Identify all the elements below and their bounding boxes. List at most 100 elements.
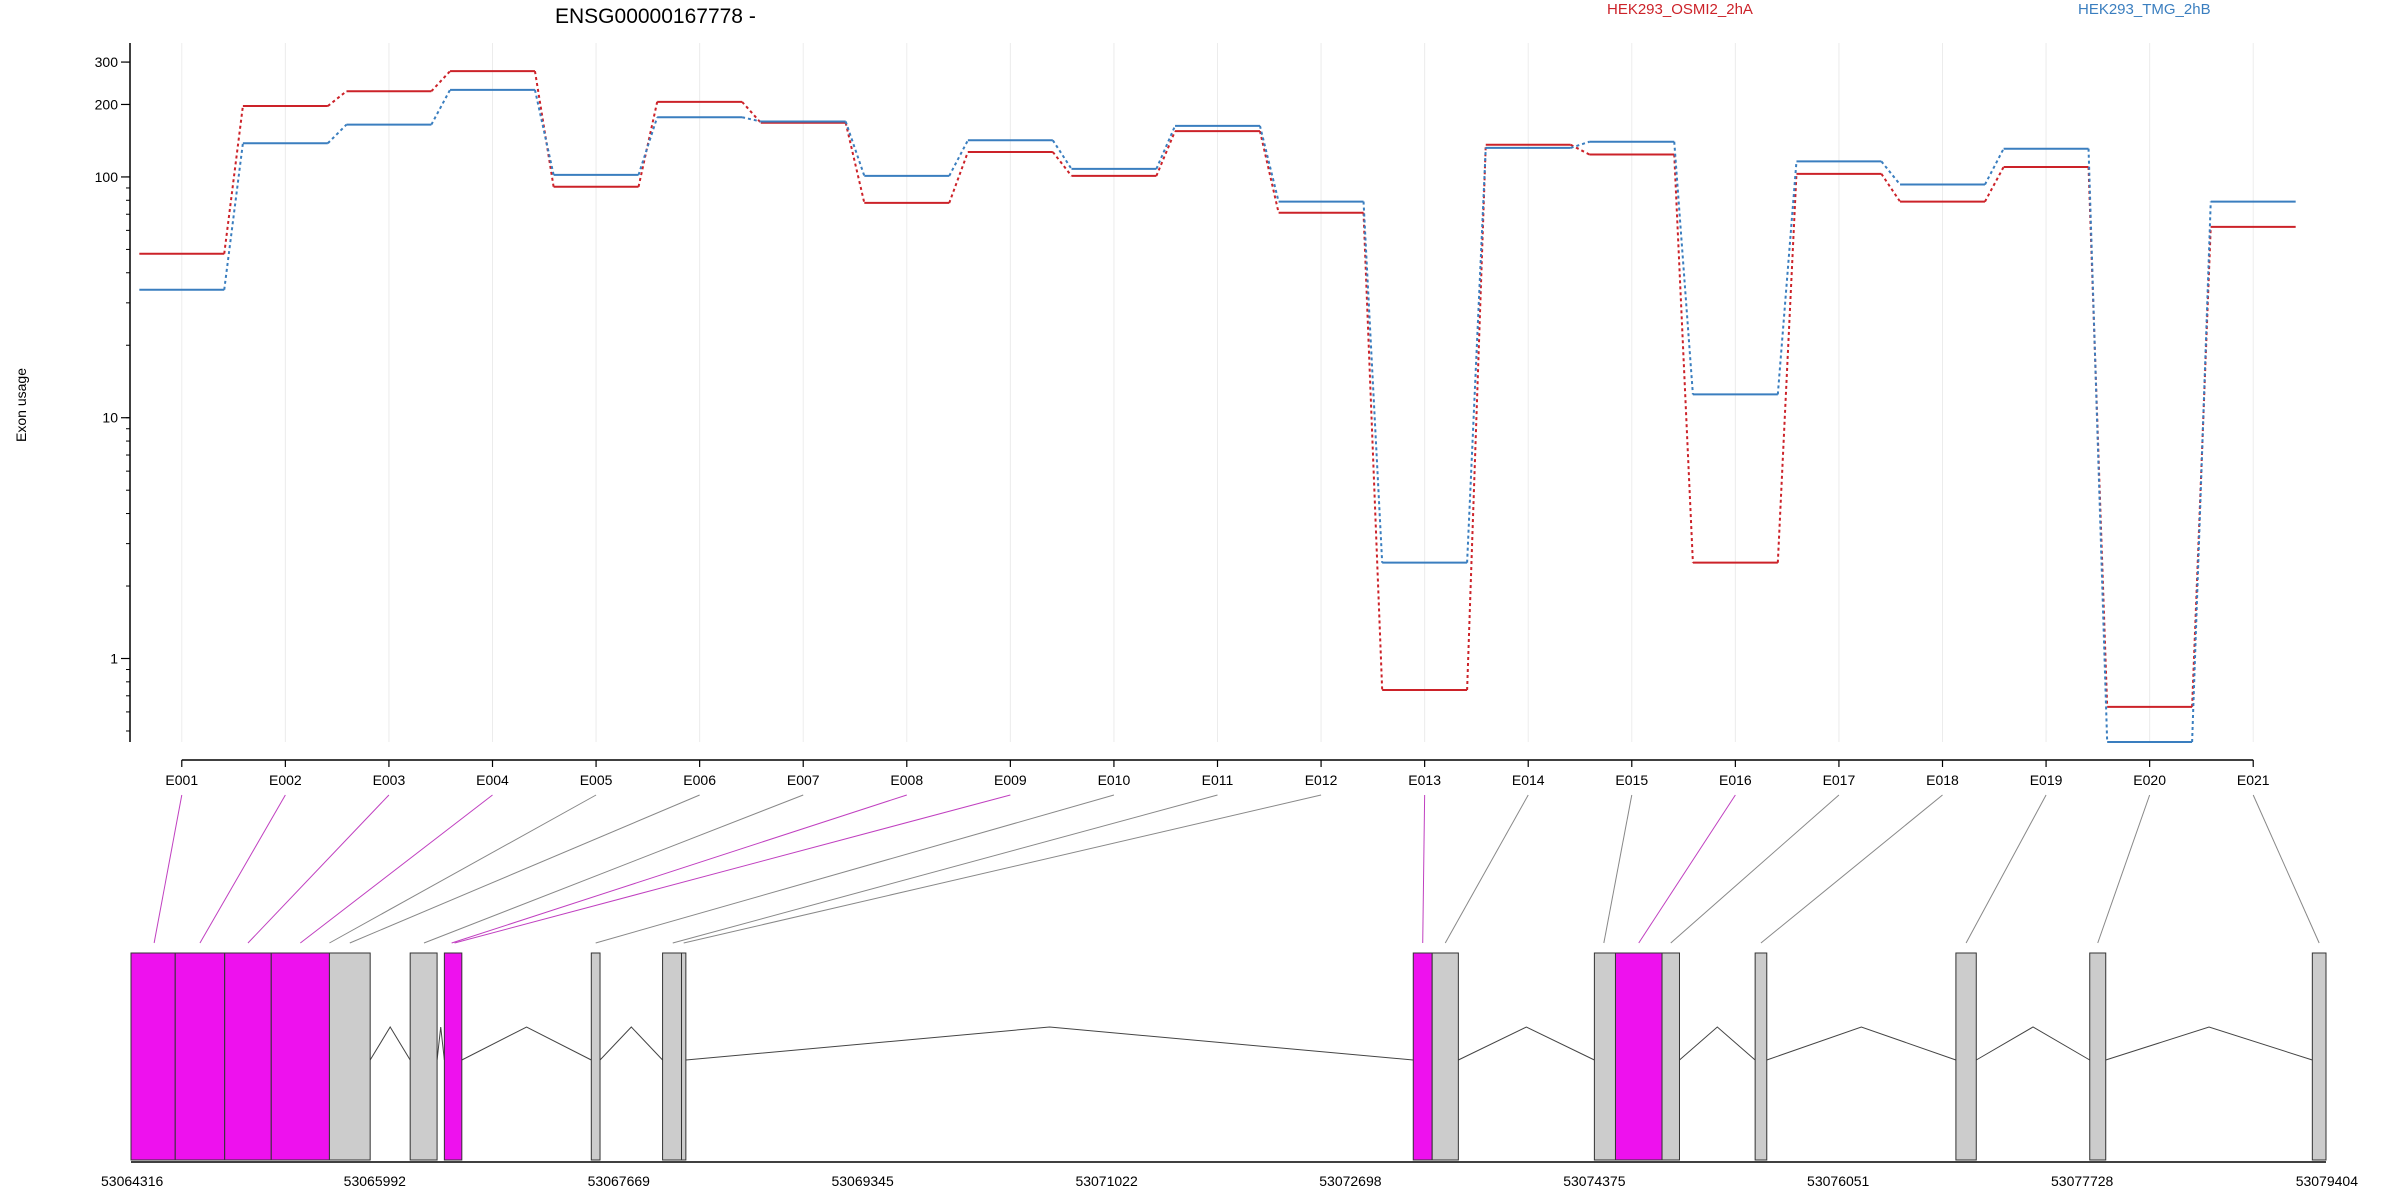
y-tick-label: 100 <box>95 169 119 185</box>
series-1-connector-3 <box>430 70 451 92</box>
exon-block-11 <box>1412 952 1433 1161</box>
series-2-connector-15 <box>1673 141 1694 395</box>
y-tick-label: 200 <box>95 96 119 112</box>
legend-series-1: HEK293_OSMI2_2hA <box>1607 1 1753 18</box>
connector-e007 <box>423 794 804 944</box>
series-2-connector-20 <box>2191 201 2212 743</box>
x-tick-label: E001 <box>165 772 198 788</box>
series-1-connector-11 <box>1258 130 1280 213</box>
exon-block-17 <box>1955 952 1977 1161</box>
intron-9 <box>1976 1026 2090 1061</box>
coordinate-label: 53067669 <box>588 1173 651 1189</box>
coordinate-label: 53071022 <box>1075 1173 1138 1189</box>
series-1-connector-15 <box>1673 154 1694 563</box>
connector-e018 <box>1760 794 1943 944</box>
y-tick-label: 300 <box>95 54 119 70</box>
y-axis-title: Exon usage <box>13 368 29 442</box>
x-tick-label: E016 <box>1719 772 1752 788</box>
series-1-connector-14 <box>1570 143 1590 156</box>
series-1-connector-16 <box>1776 173 1798 563</box>
series-1-connector-6 <box>741 101 762 124</box>
connector-e002 <box>199 794 286 944</box>
connector-e020 <box>2097 794 2151 944</box>
exon-block-18 <box>2089 952 2107 1161</box>
x-tick-label: E013 <box>1408 772 1441 788</box>
x-tick-label: E014 <box>1512 772 1545 788</box>
coordinate-label: 53069345 <box>831 1173 894 1189</box>
connector-e015 <box>1603 794 1633 944</box>
gene-model: 53064316 53065992 53067669 53069345 53071022… <box>101 794 2358 1189</box>
series-2-connector-1 <box>223 143 244 290</box>
connector-e016 <box>1638 794 1736 944</box>
exon-block-12 <box>1431 952 1459 1161</box>
series-1-connector-20 <box>2191 226 2212 707</box>
connector-e010 <box>595 794 1115 944</box>
series-1-connector-17 <box>1880 173 1901 203</box>
connector-e017 <box>1670 794 1840 944</box>
exon-block-2 <box>174 952 226 1161</box>
x-tick-label: E020 <box>2133 772 2166 788</box>
x-tick-label: E018 <box>1926 772 1959 788</box>
series-2-connector-8 <box>948 139 969 177</box>
x-tick-label: E017 <box>1823 772 1856 788</box>
connector-e006 <box>349 794 700 944</box>
intron-7 <box>1679 1026 1756 1061</box>
intron-8 <box>1766 1026 1957 1061</box>
x-tick-label: E011 <box>1202 772 1234 788</box>
x-tick-label: E007 <box>787 772 820 788</box>
series-2-connector-18 <box>1984 148 2005 185</box>
connector-e013 <box>1422 794 1426 944</box>
x-tick-label: E015 <box>1615 772 1648 788</box>
series-1-connector-18 <box>1984 166 2005 203</box>
connector-e019 <box>1965 794 2047 944</box>
exon-block-3 <box>224 952 272 1161</box>
connector-e001 <box>153 794 183 944</box>
connector-e011 <box>672 794 1218 944</box>
intron-1 <box>369 1026 411 1061</box>
series-2 <box>139 88 2296 743</box>
coordinate-label: 53074375 <box>1563 1173 1626 1189</box>
plot-area: 1 10 100 200 300 E001 E002 E003 E004 E005 E006 E007… <box>95 43 2296 788</box>
exon-block-6 <box>409 952 438 1161</box>
x-tick-label: E002 <box>269 772 302 788</box>
x-tick-label: E019 <box>2030 772 2063 788</box>
series-2-connector-19 <box>2087 148 2109 743</box>
coordinate-label: 53064316 <box>101 1173 164 1189</box>
x-tick-label: E004 <box>476 772 509 788</box>
series-2-connector-2 <box>327 123 348 144</box>
series-2-connector-7 <box>844 121 866 177</box>
series-2-connector-10 <box>1155 125 1176 170</box>
exon-block-7 <box>443 952 463 1161</box>
x-tick-label: E010 <box>1098 772 1131 788</box>
exon-block-8 <box>590 952 601 1161</box>
connector-e004 <box>300 794 493 944</box>
x-tick-label: E003 <box>373 772 406 788</box>
x-tick-label: E021 <box>2237 772 2270 788</box>
coordinate-label: 53076051 <box>1807 1173 1870 1189</box>
series-2-connector-11 <box>1258 125 1280 202</box>
exon-block-13 <box>1593 952 1616 1161</box>
intron-2 <box>436 1026 445 1061</box>
series-1-connector-2 <box>327 90 348 107</box>
series-2-connector-4 <box>533 89 555 176</box>
x-tick-label: E012 <box>1305 772 1338 788</box>
y-tick-label: 1 <box>110 651 118 667</box>
series-2-connector-12 <box>1362 201 1384 563</box>
connector-e005 <box>329 794 597 944</box>
series-1-connector-4 <box>533 71 555 187</box>
y-tick-label: 10 <box>102 410 118 426</box>
exon-block-15 <box>1661 952 1680 1161</box>
series-2-connector-9 <box>1051 139 1073 170</box>
series-1-connector-9 <box>1052 151 1073 177</box>
intron-6 <box>1458 1026 1595 1061</box>
x-tick-label: E005 <box>580 772 613 788</box>
exon-block-9 <box>662 952 682 1161</box>
exon-block-19 <box>2311 952 2327 1161</box>
exon-block-1 <box>130 952 176 1161</box>
x-tick-label: E006 <box>683 772 716 788</box>
legend-series-2: HEK293_TMG_2hB <box>2078 1 2211 18</box>
exon-block-16 <box>1754 952 1768 1161</box>
x-tick-label: E008 <box>890 772 923 788</box>
connector-e003 <box>247 794 390 944</box>
